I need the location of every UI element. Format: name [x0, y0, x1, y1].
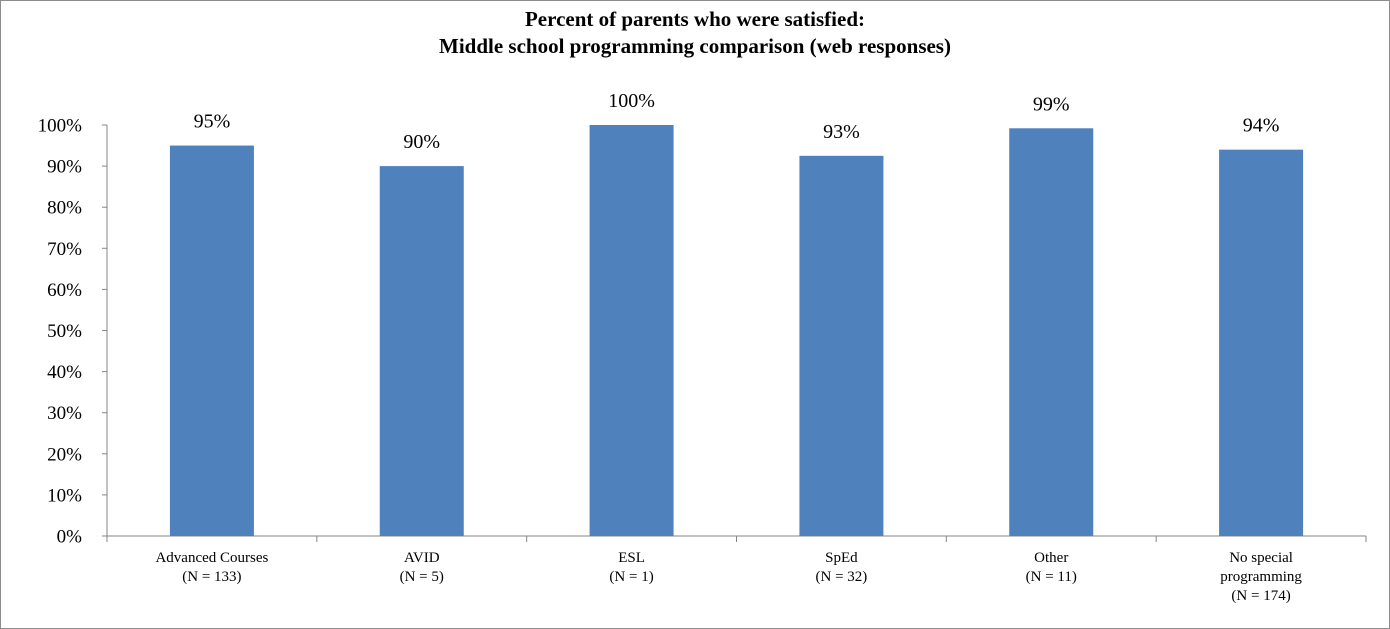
- data-label: 93%: [823, 121, 860, 143]
- y-axis: 0% 10% 20% 30% 40% 50% 60% 70% 80% 90% 100%: [38, 116, 108, 548]
- x-category-label: (N = 174): [1231, 588, 1290, 604]
- bar: [379, 166, 464, 536]
- x-category-label: Advanced Courses: [155, 550, 268, 566]
- x-category-label: ESL: [618, 550, 645, 566]
- data-label: 99%: [1033, 93, 1070, 115]
- bars: [169, 125, 1304, 537]
- x-category-label: (N = 1): [609, 569, 653, 585]
- y-tick-label: 0%: [57, 527, 83, 548]
- data-label: 95%: [194, 111, 231, 133]
- x-category-label: SpEd: [825, 550, 858, 566]
- chart-title-line-1: Percent of parents who were satisfied:: [525, 7, 865, 31]
- x-category-label: programming: [1220, 569, 1302, 585]
- x-category-label: (N = 133): [182, 569, 241, 585]
- y-tick-label: 20%: [47, 444, 82, 465]
- x-category-label: No special: [1229, 550, 1293, 566]
- y-tick-label: 90%: [47, 157, 82, 178]
- y-tick-label: 10%: [47, 485, 82, 506]
- x-category-label: (N = 32): [816, 569, 868, 585]
- y-tick-label: 30%: [47, 403, 82, 424]
- x-category-label: Other: [1034, 550, 1068, 566]
- data-label: 90%: [403, 131, 440, 153]
- y-tick-label: 80%: [47, 198, 82, 219]
- y-tick-label: 40%: [47, 362, 82, 383]
- y-tick-label: 60%: [47, 280, 82, 301]
- x-axis: Advanced Courses (N = 133) AVID (N = 5) ESL (…: [106, 535, 1367, 604]
- bar: [589, 125, 674, 536]
- chart-title-line-2: Middle school programming comparison (we…: [439, 34, 951, 58]
- x-category-label: AVID: [404, 550, 440, 566]
- x-category-label: (N = 5): [400, 569, 444, 585]
- bar: [1009, 128, 1094, 536]
- bar: [1219, 149, 1304, 536]
- data-label: 94%: [1243, 115, 1280, 137]
- bar: [799, 155, 884, 536]
- x-category-label: (N = 11): [1026, 569, 1077, 585]
- data-label: 100%: [608, 90, 655, 112]
- y-tick-label: 50%: [47, 321, 82, 342]
- chart-title: Percent of parents who were satisfied: Mi…: [439, 7, 951, 58]
- y-tick-label: 100%: [38, 116, 83, 137]
- y-tick-label: 70%: [47, 239, 82, 260]
- bar: [169, 145, 254, 537]
- data-labels: 95% 90% 100% 93% 99% 94%: [194, 90, 1280, 153]
